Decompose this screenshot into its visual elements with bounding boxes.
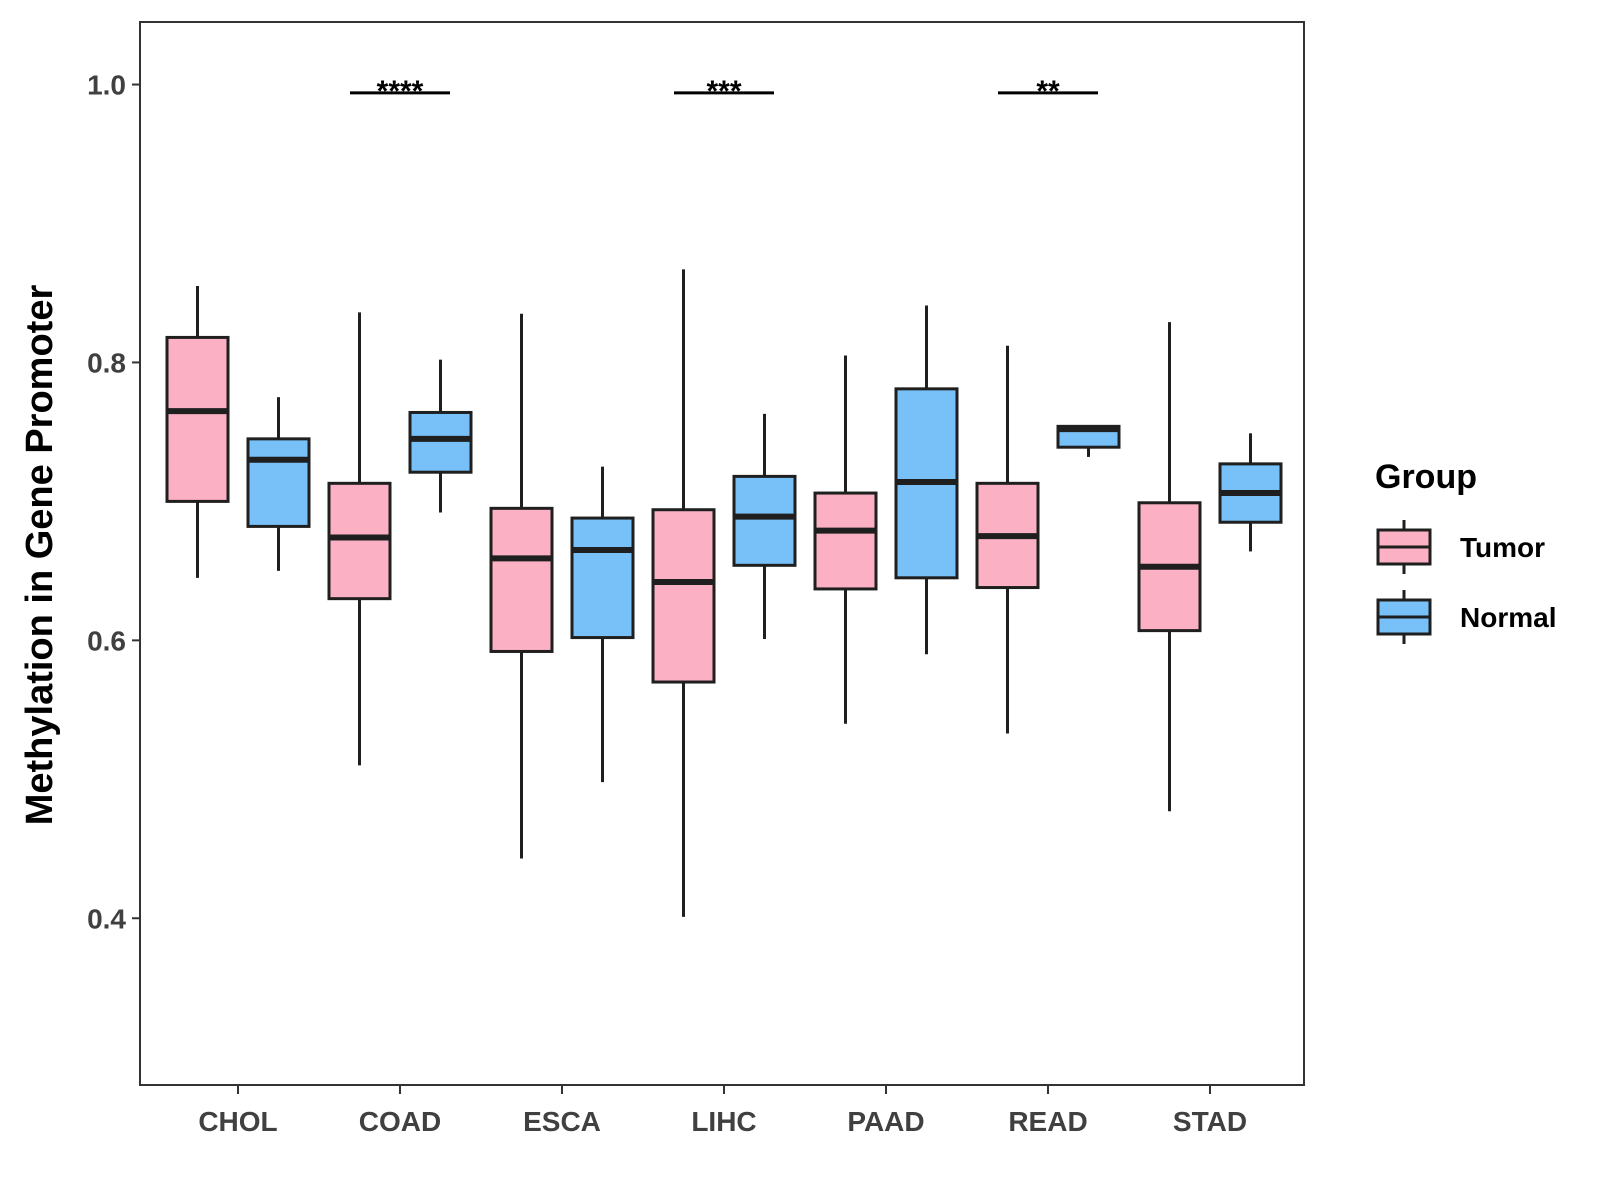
box-body <box>651 508 716 684</box>
significance-lihc: *** <box>674 75 774 108</box>
box-normal-esca <box>570 466 635 783</box>
x-tick-label: READ <box>1008 1106 1087 1137</box>
y-tick-label: 0.8 <box>87 347 126 378</box>
box-body <box>570 516 635 640</box>
y-axis: 0.4 0.6 0.8 1.0 <box>87 70 140 934</box>
box-normal-paad <box>894 305 959 655</box>
box-tumor-stad <box>1137 322 1202 812</box>
y-tick-label: 0.4 <box>87 903 126 934</box>
significance-label: **** <box>377 75 424 108</box>
y-tick-label: 0.6 <box>87 625 126 656</box>
box-body <box>246 437 311 528</box>
significance-label: *** <box>706 75 741 108</box>
box-body <box>165 335 230 503</box>
significance-annotations: **** *** ** <box>350 75 1098 108</box>
box-tumor-lihc <box>651 269 716 917</box>
x-tick-label: STAD <box>1173 1106 1247 1137</box>
legend-label: Normal <box>1460 602 1556 633</box>
legend: Group Tumor Normal <box>1375 458 1556 644</box>
boxes-layer <box>165 269 1283 917</box>
x-tick-label: LIHC <box>691 1106 756 1137</box>
x-tick-label: PAAD <box>847 1106 924 1137</box>
legend-title: Group <box>1375 458 1477 496</box>
box-body <box>489 506 554 653</box>
box-tumor-paad <box>813 355 878 724</box>
legend-item-tumor: Tumor <box>1376 520 1545 574</box>
box-tumor-coad <box>327 312 392 766</box>
box-body <box>408 410 473 474</box>
box-tumor-chol <box>165 286 230 578</box>
y-axis-title: Methylation in Gene Promoter <box>19 285 61 826</box>
x-axis: CHOL COAD ESCA LIHC PAAD READ STAD <box>198 1085 1247 1137</box>
plot-panel-border <box>139 21 1305 1086</box>
box-normal-lihc <box>732 413 797 639</box>
box-normal-stad <box>1218 433 1283 552</box>
y-tick-label: 1.0 <box>87 70 126 101</box>
significance-read: ** <box>998 75 1098 108</box>
significance-label: ** <box>1036 75 1060 108</box>
box-normal-coad <box>408 359 473 513</box>
x-tick-label: COAD <box>359 1106 441 1137</box>
x-tick-label: ESCA <box>523 1106 601 1137</box>
box-normal-chol <box>246 397 311 571</box>
legend-item-normal: Normal <box>1376 590 1556 644</box>
x-tick-label: CHOL <box>198 1106 277 1137</box>
box-tumor-esca <box>489 313 554 859</box>
box-normal-read <box>1056 424 1121 457</box>
significance-coad: **** <box>350 75 450 108</box>
box-body <box>732 474 797 567</box>
box-body <box>813 491 878 591</box>
legend-label: Tumor <box>1460 532 1545 563</box>
box-tumor-read <box>975 345 1040 734</box>
box-body <box>327 481 392 601</box>
